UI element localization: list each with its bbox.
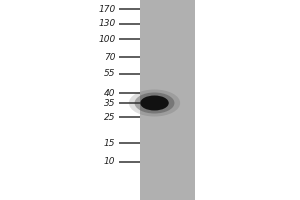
Text: 35: 35 [104, 98, 116, 108]
Text: 10: 10 [104, 158, 116, 166]
Text: 55: 55 [104, 70, 116, 78]
Ellipse shape [129, 90, 180, 116]
Text: 130: 130 [98, 20, 116, 28]
Text: 70: 70 [104, 52, 116, 62]
Ellipse shape [135, 92, 175, 114]
Text: 25: 25 [104, 112, 116, 121]
Text: 40: 40 [104, 88, 116, 98]
Ellipse shape [140, 96, 169, 110]
Text: 100: 100 [98, 34, 116, 44]
Text: 15: 15 [104, 138, 116, 148]
Bar [140, 0, 195, 200]
Text: 170: 170 [98, 4, 116, 14]
